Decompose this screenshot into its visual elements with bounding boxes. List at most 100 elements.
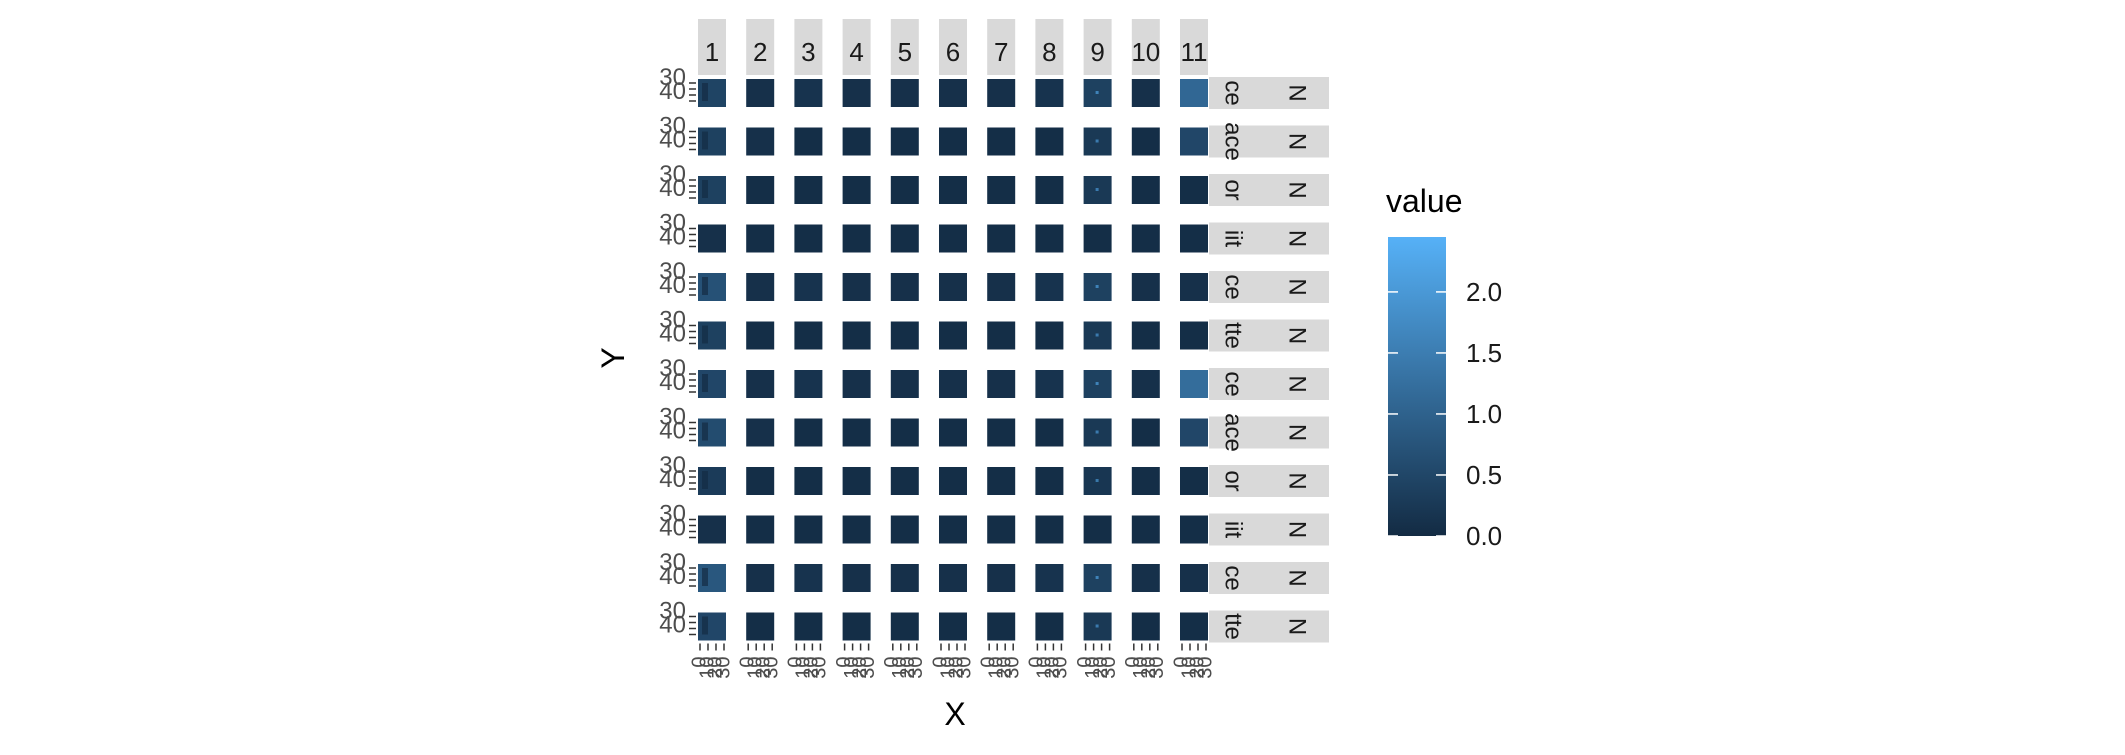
x-tick-label: 10 [744,657,766,679]
heatmap-panel [890,370,919,398]
heatmap-panel [794,515,823,544]
heatmap-panel [794,321,823,350]
y-tick-label: 40 [659,127,686,154]
legend-tick-label: 0.5 [1466,460,1502,490]
heatmap-cell [1095,91,1099,94]
heatmap-panel [1035,176,1064,204]
heatmap-panel [746,515,775,544]
heatmap-panel [1131,370,1160,398]
heatmap-panel [1131,321,1160,350]
col-strip-5 [890,19,919,75]
heatmap-panel [698,515,726,544]
heatmap-panel [794,224,823,253]
heatmap-panel [746,79,775,107]
row-strip-label-a: ce [1220,371,1247,396]
heatmap-panel [939,467,967,495]
x-tick-label: 0 [736,657,758,668]
row-strip-label-b: N [1284,181,1311,198]
heatmap-panel [842,370,871,398]
heatmap-cell [1095,576,1099,579]
x-tick-label: 20 [993,656,1015,678]
color-legend: value 0.0 0.5 1.0 1.5 2.0 [1386,183,1502,551]
y-tick-label: 30 [659,452,686,479]
row-strip-5 [1209,271,1329,303]
x-tick-label: 10 [793,657,815,679]
heatmap-panel [842,467,871,495]
row-strip-label-a: ce [1220,80,1247,105]
x-tick-label: 20 [752,657,774,679]
row-strip-2 [1209,125,1329,158]
row-strip-label-b: N [1284,84,1311,101]
heatmap-panel [698,224,726,253]
heatmap-panel [1035,418,1064,447]
x-tick-label: 10 [1130,657,1152,679]
x-tick-label: 10 [1034,657,1056,679]
row-strip-label-a: tte [1220,613,1247,640]
heatmap-panel [746,370,775,398]
heatmap-cell [1095,624,1099,628]
heatmap-panel [794,273,823,301]
heatmap-panel [939,176,967,204]
heatmap-panel [1180,127,1208,156]
y-tick-label: 40 [659,466,686,493]
heatmap-panel [890,127,919,156]
col-strip-9 [1083,19,1112,75]
heatmap-cell [1095,382,1099,385]
y-tick-label: 40 [659,272,686,299]
heatmap-panel [1131,418,1160,447]
row-strip-11 [1209,562,1329,594]
heatmap-cell [1095,333,1099,337]
heatmap-panel [987,321,1016,350]
y-tick-label: 30 [659,501,686,528]
row-strip-8 [1209,416,1329,449]
heatmap-panel [746,612,775,641]
col-strip-11 [1180,19,1208,75]
y-tick-label: 40 [659,418,686,445]
x-tick-label: 30 [1098,657,1120,679]
col-strip-label: 2 [753,37,767,67]
heatmap-panel [939,564,967,592]
x-tick-label: 20 [1138,657,1160,679]
x-tick-label: 30 [953,657,975,679]
col-strip-label: 6 [946,37,960,67]
heatmap-panel [890,612,919,641]
heatmap-cell [702,568,708,586]
heatmap-panel [794,418,823,447]
legend-tick-label: 2.0 [1466,277,1502,307]
y-tick-label: 40 [659,224,686,251]
heatmap-panel [1180,321,1208,350]
panel-grid [698,79,1208,641]
x-tick-label: 0 [1026,657,1048,668]
heatmap-panel [890,224,919,253]
legend-tick-label: 1.0 [1466,399,1502,429]
col-strip-label: 9 [1090,37,1104,67]
x-tick-label: 30 [712,657,734,679]
x-tick-label: 20 [801,657,823,679]
y-tick-label: 30 [659,64,686,91]
heatmap-cell [702,180,708,198]
heatmap-panel [939,273,967,301]
row-strip-label-a: iit [1220,521,1247,539]
heatmap-panel [987,467,1016,495]
heatmap-panel [890,467,919,495]
x-tick-label: 30 [1146,657,1168,679]
x-tick-label: 0 [785,657,807,668]
heatmap-panel [746,564,775,592]
row-strip-9 [1209,465,1329,497]
x-tick-label: 10 [696,657,718,679]
heatmap-cell [1095,139,1099,143]
heatmap-panel [987,79,1016,107]
col-strip-label: 4 [849,37,863,67]
x-tick-label: 30 [905,657,927,679]
row-strip-7 [1209,368,1329,400]
heatmap-panel [746,418,775,447]
x-tick-label: 20 [1042,657,1064,679]
heatmap-panel [987,515,1016,544]
legend-tick-label: 0.0 [1466,521,1502,551]
x-tick-label: 20 [1186,657,1208,679]
x-tick-label: 0 [1170,657,1192,668]
heatmap-panel [987,273,1016,301]
heatmap-panel [842,321,871,350]
